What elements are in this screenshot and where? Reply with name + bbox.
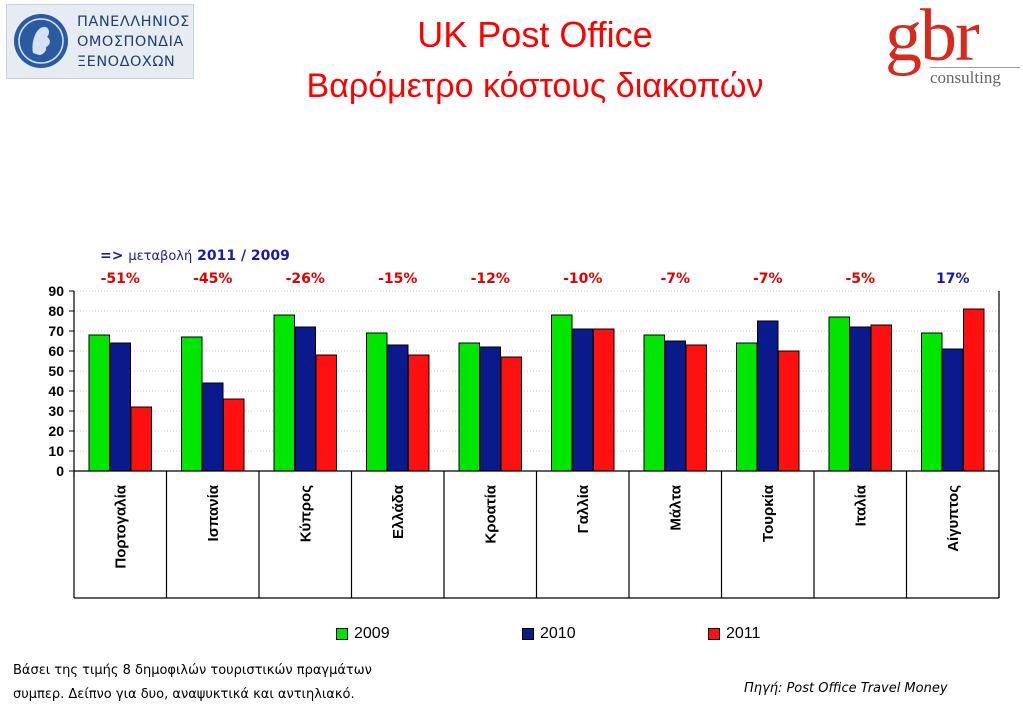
y-tick-label: 10 (48, 443, 64, 459)
change-label: -51% (101, 271, 140, 287)
legend-label-2010: 2010 (540, 625, 576, 642)
legend-item-2009: 2009 (336, 624, 390, 644)
bar-2009-3 (273, 314, 295, 472)
legend-label-2009: 2009 (354, 625, 390, 642)
legend-swatch-2010 (522, 628, 534, 640)
footnote: Βάσει της τιμής 8 δημοφιλών τουριστικών … (13, 659, 372, 707)
y-tick-label: 70 (48, 323, 64, 339)
bar-2011-9 (870, 324, 892, 472)
chart-axes (69, 290, 1000, 599)
bar-2010-7 (664, 340, 686, 472)
bar-2009-7 (643, 334, 665, 472)
legend-label-2011: 2011 (726, 625, 761, 642)
y-tick-label: 90 (48, 283, 64, 299)
bar-2011-7 (685, 344, 707, 472)
bar-2011-6 (593, 328, 615, 472)
change-note: => μεταβολή 2011 / 2009 (100, 248, 290, 264)
federation-name-line-2: ΟΜΟΣΠΟΝΔΙΑ (77, 34, 184, 50)
x-tick-label: Πορτογαλία (112, 484, 129, 568)
federation-name-line-1: ΠΑΝΕΛΛΗΝΙΟΣ (77, 14, 190, 30)
bar-2011-4 (408, 354, 430, 472)
y-tick-label: 20 (48, 423, 64, 439)
y-tick-label: 30 (48, 403, 64, 419)
chart-bars (88, 308, 985, 472)
bar-2010-2 (202, 382, 224, 472)
bar-2009-9 (828, 316, 850, 472)
x-tick-label: Γαλλία (575, 484, 592, 533)
change-label: -7% (660, 271, 690, 287)
legend-swatch-2011 (708, 628, 720, 640)
change-label: -7% (753, 271, 783, 287)
x-tick-label: Ελλάδα (390, 484, 407, 539)
federation-logo: ΠΑΝΕΛΛΗΝΙΟΣ ΟΜΟΣΠΟΝΔΙΑ ΞΕΝΟΔΟΧΩΝ (6, 4, 194, 79)
federation-name: ΠΑΝΕΛΛΗΝΙΟΣ ΟΜΟΣΠΟΝΔΙΑ ΞΕΝΟΔΟΧΩΝ (77, 12, 193, 72)
page-title: UK Post Office (417, 14, 653, 55)
chart-labels: 0 10 20 30 40 50 60 70 80 90 Πορτογαλία Ισπανία Κύπρ… (48, 271, 969, 569)
x-tick-label: Μάλτα (667, 484, 684, 530)
change-label: -45% (193, 271, 232, 287)
y-tick-label: 40 (48, 383, 64, 399)
bar-2009-8 (736, 342, 758, 472)
change-label: -26% (286, 271, 325, 287)
legend-item-2010: 2010 (522, 624, 576, 644)
y-tick-label: 80 (48, 303, 64, 319)
bar-2011-10 (963, 308, 985, 472)
y-tick-label: 60 (48, 343, 64, 359)
gbr-wordmark: gbr (885, 0, 980, 77)
y-tick-label: 50 (48, 363, 64, 379)
change-note-prefix: => (100, 248, 124, 264)
change-label: 17% (936, 271, 970, 287)
source-note: Πηγή: Post Office Travel Money (744, 681, 948, 696)
legend-item-2011: 2011 (708, 624, 760, 644)
bar-2010-9 (849, 326, 871, 472)
y-tick-label: 0 (56, 463, 64, 479)
bar-2011-1 (130, 406, 152, 472)
bar-2010-10 (942, 348, 964, 472)
x-tick-label: Κροατία (482, 484, 499, 543)
bar-2010-4 (387, 344, 409, 472)
federation-medal-icon (14, 14, 68, 68)
gbr-consulting-logo: gbr consulting (885, 0, 1020, 95)
change-note-label: μεταβολή (128, 249, 193, 264)
footnote-line-2: συμπερ. Δείπνο για δυο, αναψυκτικά και α… (13, 687, 355, 702)
bar-2010-6 (572, 328, 594, 472)
bar-2010-5 (479, 346, 501, 472)
page-subtitle: Βαρόμετρο κόστους διακοπών (306, 67, 764, 105)
bar-2009-6 (551, 314, 573, 472)
footnote-line-1: Βάσει της τιμής 8 δημοφιλών τουριστικών … (13, 663, 372, 678)
bar-2011-8 (778, 350, 800, 472)
bar-2010-3 (294, 326, 316, 472)
bar-2009-4 (366, 332, 388, 472)
bar-2009-5 (458, 342, 480, 472)
bar-2009-2 (181, 336, 203, 472)
x-tick-label: Κύπρος (297, 485, 314, 542)
bar-2010-1 (109, 342, 131, 472)
bar-2009-10 (921, 332, 943, 472)
legend-swatch-2009 (336, 628, 348, 640)
change-label: -5% (845, 271, 875, 287)
change-label: -12% (471, 271, 510, 287)
change-note-period: 2011 / 2009 (197, 248, 290, 264)
bar-2011-3 (315, 354, 337, 472)
x-tick-label: Ισπανία (205, 484, 222, 541)
gbr-subtitle: consulting (930, 68, 1001, 87)
x-tick-label: Τουρκία (760, 484, 777, 542)
x-tick-label: Αίγυπτος (945, 485, 962, 552)
logo-rule (930, 67, 1020, 68)
bar-2011-2 (223, 398, 245, 472)
bar-2009-1 (88, 334, 110, 472)
chart-grid (74, 290, 999, 452)
federation-name-line-3: ΞΕΝΟΔΟΧΩΝ (77, 54, 176, 70)
x-tick-label: Ιταλία (852, 484, 869, 526)
bar-2011-5 (500, 356, 522, 472)
change-label: -15% (378, 271, 417, 287)
change-label: -10% (563, 271, 602, 287)
bar-2010-8 (757, 320, 779, 472)
